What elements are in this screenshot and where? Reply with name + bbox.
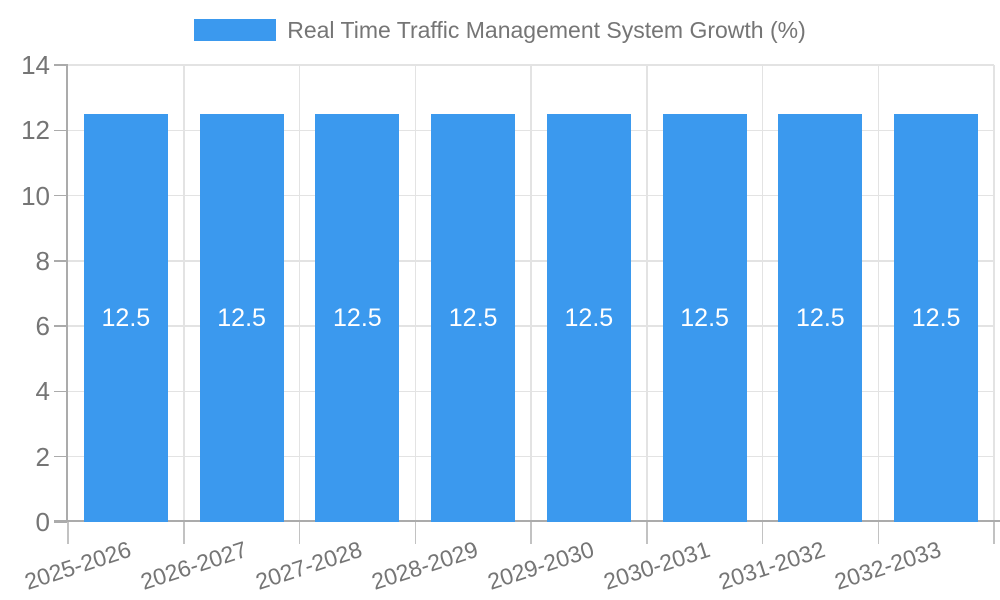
bar	[315, 113, 400, 522]
x-axis-line	[54, 520, 1000, 522]
x-gridline	[298, 65, 301, 522]
y-tick-label: 8	[35, 245, 50, 276]
legend[interactable]: Real Time Traffic Management System Grow…	[0, 17, 1000, 43]
bar	[83, 113, 168, 522]
y-tick-label: 2	[35, 441, 50, 472]
y-tick-label: 6	[35, 311, 50, 342]
x-tick	[993, 522, 995, 544]
bar	[894, 113, 979, 522]
legend-label: Real Time Traffic Management System Grow…	[287, 17, 806, 43]
x-tick-label: 2029-2030	[484, 536, 597, 595]
y-tick-label: 0	[35, 507, 50, 537]
x-tick	[67, 522, 69, 544]
x-tick	[298, 522, 301, 544]
bar-value-label: 12.5	[564, 303, 614, 332]
y-tick	[54, 260, 68, 262]
y-tick	[54, 325, 68, 327]
x-tick	[530, 522, 532, 544]
x-tick	[414, 522, 416, 544]
y-tick	[54, 194, 68, 197]
x-tick-label: 2028-2029	[368, 536, 482, 595]
x-tick	[183, 522, 185, 544]
y-tick-label: 4	[35, 376, 50, 407]
bar-value-label: 12.5	[101, 303, 151, 332]
bar-value-label: 12.5	[448, 303, 498, 332]
bar-value-label: 12.5	[333, 303, 382, 332]
bar-value-label: 12.5	[796, 303, 845, 332]
x-gridline	[761, 65, 764, 522]
bar	[662, 113, 747, 522]
x-tick	[646, 522, 648, 544]
y-axis-line	[66, 65, 68, 522]
y-tick	[54, 521, 68, 523]
x-tick-label: 2031-2032	[715, 536, 829, 595]
x-tick-label: 2027-2028	[252, 536, 366, 595]
x-tick-label: 2025-2026	[21, 536, 134, 595]
bar	[546, 113, 631, 522]
bar-value-label: 12.5	[911, 303, 961, 332]
y-tick-label: 14	[21, 50, 50, 80]
y-tick-label: 10	[21, 180, 50, 211]
bar	[431, 113, 516, 522]
bar	[778, 113, 863, 522]
x-tick	[761, 522, 764, 544]
y-tick	[54, 64, 68, 66]
bar-value-label: 12.5	[217, 303, 266, 332]
x-gridline	[646, 65, 648, 522]
x-tick	[877, 522, 879, 544]
bar	[199, 113, 284, 522]
legend-swatch-icon	[194, 19, 277, 41]
x-gridline	[183, 65, 185, 522]
bar-value-label: 12.5	[680, 303, 729, 332]
y-tick-label: 12	[21, 115, 50, 146]
x-tick-label: 2026-2027	[137, 536, 250, 595]
y-tick	[54, 455, 68, 458]
x-gridline	[877, 65, 879, 522]
x-tick-label: 2032-2033	[831, 536, 945, 595]
x-tick-label: 2030-2031	[600, 536, 713, 595]
y-tick	[54, 129, 68, 132]
x-gridline	[993, 65, 995, 522]
y-tick	[54, 390, 68, 393]
x-gridline	[530, 65, 532, 522]
x-gridline	[414, 65, 416, 522]
